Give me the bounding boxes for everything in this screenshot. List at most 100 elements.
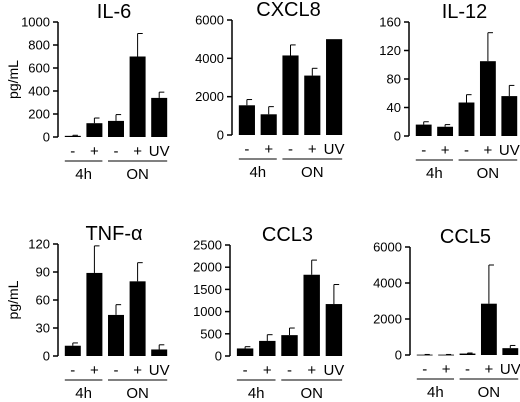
condition-label: - (114, 143, 119, 160)
group-label: ON (478, 384, 501, 401)
group-label: ON (477, 165, 500, 182)
y-tick-label: 1500 (193, 282, 222, 297)
group-label: 4h (427, 384, 444, 401)
y-axis-label: pg/mL (5, 280, 21, 319)
bar (64, 135, 81, 137)
y-tick-label: 200 (28, 107, 50, 122)
y-tick-label: 0 (217, 128, 224, 143)
y-tick-label: 6000 (195, 13, 224, 28)
condition-label: - (464, 142, 469, 159)
group-label: 4h (248, 385, 265, 402)
condition-label: - (421, 142, 426, 159)
condition-label: + (484, 142, 493, 159)
y-tick-label: 2000 (373, 312, 402, 327)
group-label: ON (126, 166, 149, 183)
group-label: 4h (75, 166, 92, 183)
bar (416, 354, 433, 356)
condition-label: - (287, 362, 292, 379)
y-tick-label: 0 (215, 349, 222, 364)
y-tick-label: 4000 (195, 51, 224, 66)
bar (108, 120, 124, 137)
y-tick-label: 2500 (193, 238, 222, 253)
bar (64, 345, 81, 356)
y-tick-label: 400 (28, 84, 50, 99)
bar (281, 335, 298, 356)
bar (303, 274, 320, 356)
y-tick-label: 80 (387, 72, 401, 87)
condition-label: - (243, 362, 248, 379)
panel-title: CCL3 (262, 224, 313, 246)
bar (151, 349, 168, 356)
y-tick-label: 2000 (193, 260, 222, 275)
bar (129, 281, 146, 356)
y-tick-label: 0 (395, 348, 402, 363)
bar (238, 105, 255, 135)
condition-label: + (442, 361, 451, 378)
panel-title: IL-6 (97, 1, 131, 23)
condition-label: + (133, 143, 142, 160)
condition-label: UV (324, 141, 345, 158)
bar (260, 114, 277, 135)
y-tick-label: 1000 (21, 15, 50, 30)
bar (326, 39, 343, 135)
y-axis-label: pg/mL (5, 60, 21, 99)
y-tick-label: 160 (379, 15, 401, 30)
bar (236, 348, 254, 356)
condition-label: + (264, 141, 273, 158)
bar (325, 304, 343, 356)
condition-label: UV (499, 142, 520, 159)
condition-label: + (90, 143, 99, 160)
y-tick-label: 4000 (373, 276, 402, 291)
bar (438, 354, 455, 356)
bar (86, 272, 103, 356)
condition-label: - (465, 361, 470, 378)
condition-label: UV (323, 362, 344, 379)
bar (458, 102, 475, 136)
bar (459, 353, 476, 355)
y-tick-label: 30 (36, 321, 50, 336)
condition-label: + (307, 362, 316, 379)
group-label: 4h (75, 385, 92, 402)
condition-label: UV (149, 143, 170, 160)
condition-label: UV (500, 361, 520, 378)
panel-title: IL-12 (442, 1, 488, 23)
bar (108, 314, 124, 356)
bar (501, 96, 518, 136)
condition-label: - (70, 362, 75, 379)
y-tick-label: 600 (28, 61, 50, 76)
bar (479, 61, 496, 136)
bar (129, 56, 146, 137)
y-tick-label: 60 (36, 293, 50, 308)
y-tick-label: 2000 (195, 89, 224, 104)
y-tick-label: 1000 (193, 304, 222, 319)
panel-title: CCL5 (440, 226, 491, 248)
bar (415, 124, 432, 136)
y-tick-label: 120 (28, 237, 50, 252)
y-tick-label: 0 (43, 130, 50, 145)
panel-title: CXCL8 (256, 0, 320, 21)
y-tick-label: 500 (200, 326, 222, 341)
group-label: ON (300, 385, 323, 402)
condition-label: - (422, 361, 427, 378)
group-label: ON (126, 385, 149, 402)
y-tick-label: 120 (379, 43, 401, 58)
condition-label: - (114, 362, 119, 379)
condition-label: + (485, 361, 494, 378)
condition-label: + (133, 362, 142, 379)
condition-label: + (90, 362, 99, 379)
y-tick-label: 800 (28, 38, 50, 53)
bar (437, 126, 454, 136)
condition-label: UV (149, 362, 170, 379)
condition-label: + (263, 362, 272, 379)
y-tick-label: 0 (394, 129, 401, 144)
group-label: 4h (426, 165, 443, 182)
bar (259, 340, 276, 356)
condition-label: + (308, 141, 317, 158)
y-tick-label: 90 (36, 265, 50, 280)
